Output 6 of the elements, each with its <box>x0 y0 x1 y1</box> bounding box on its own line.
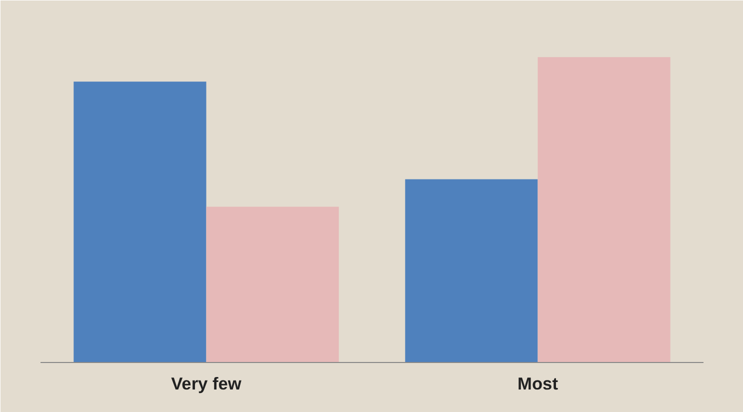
x-tick-label: Very few <box>171 374 242 394</box>
bar <box>206 206 339 362</box>
bar <box>74 82 206 362</box>
bar <box>538 57 670 362</box>
x-tick-label: Most <box>518 374 558 394</box>
bar <box>405 179 538 362</box>
